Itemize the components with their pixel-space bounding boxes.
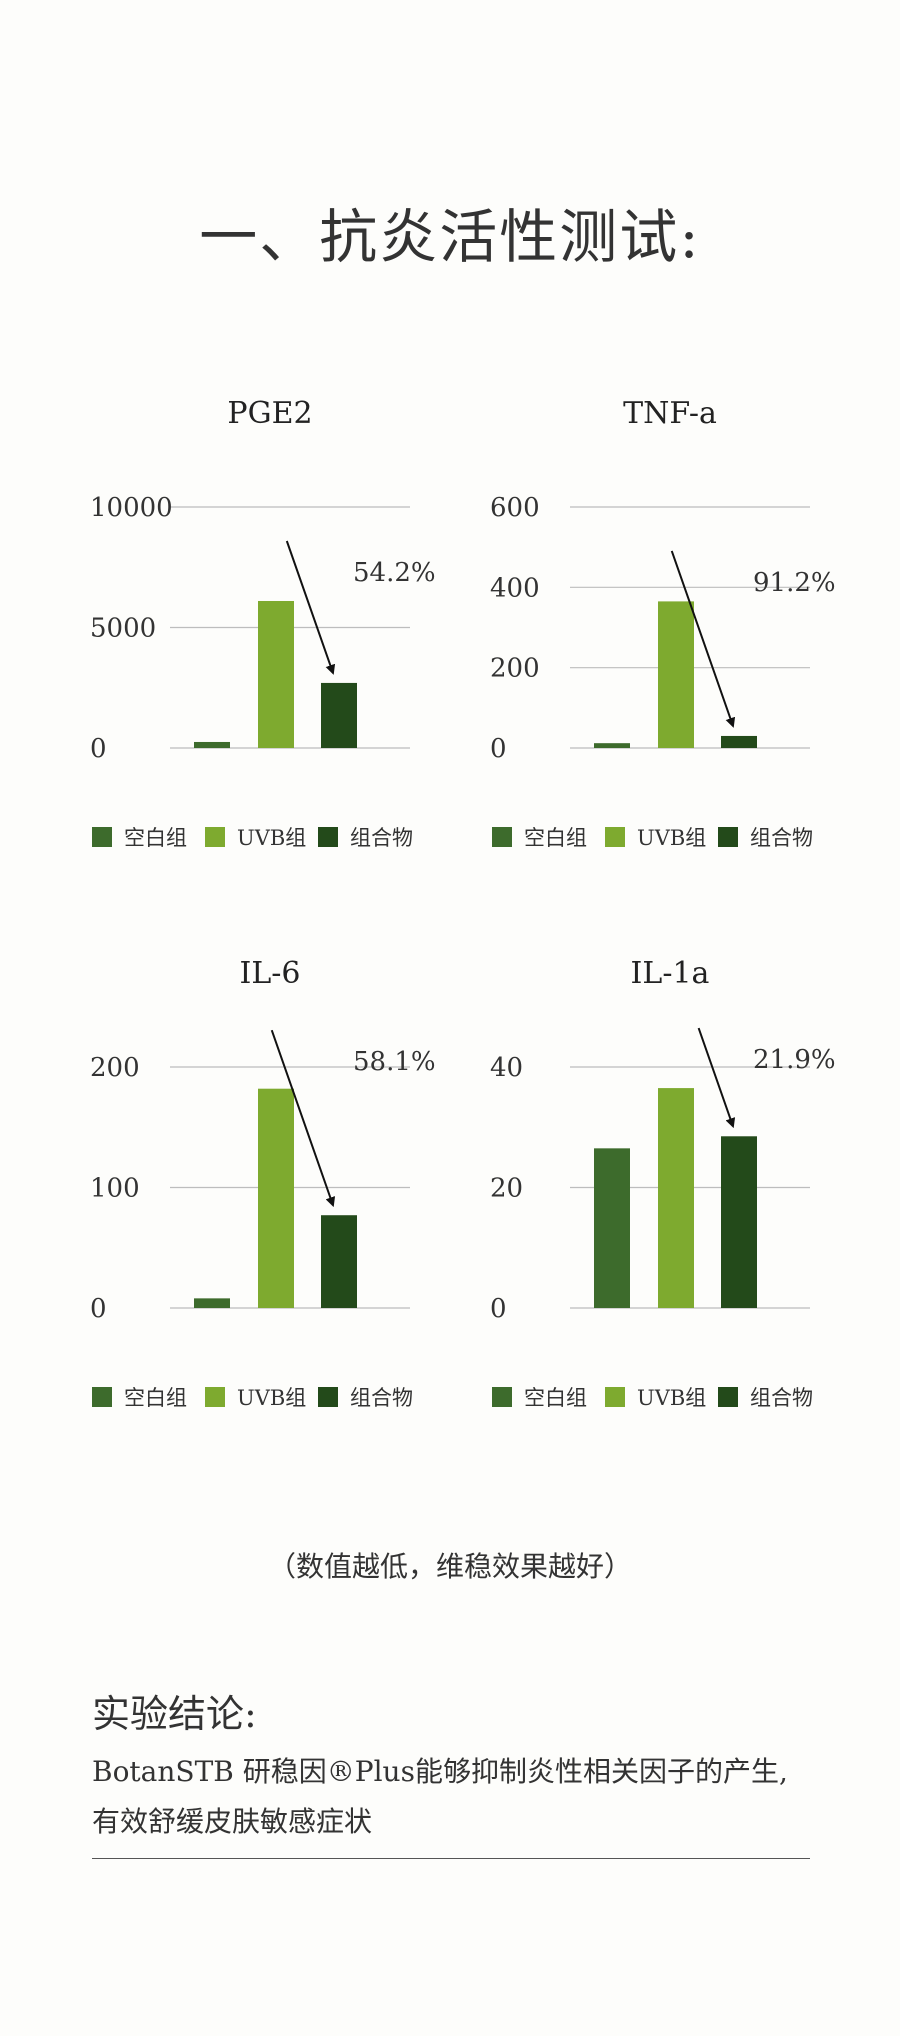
legend-swatch xyxy=(92,827,112,847)
legend-swatch xyxy=(318,827,338,847)
y-tick-label: 20 xyxy=(490,1174,523,1204)
bar-combo xyxy=(321,1215,357,1308)
chart-il-1a: IL-1a 0 20 40 21.9% 空白组 UVB组 组合物 xyxy=(470,940,890,1500)
y-tick-label: 0 xyxy=(90,1294,107,1324)
y-tick-label: 400 xyxy=(490,573,540,603)
bar-uvb xyxy=(258,600,294,748)
bar-combo xyxy=(721,1136,757,1308)
legend-swatch xyxy=(718,1387,738,1407)
legend-label: UVB组 xyxy=(237,826,306,850)
legend-swatch xyxy=(492,827,512,847)
legend-swatch xyxy=(718,827,738,847)
legend-swatch xyxy=(492,1387,512,1407)
bar-blank xyxy=(594,1148,630,1308)
legend-label: 组合物 xyxy=(350,1386,413,1410)
chart-title: IL-1a xyxy=(631,956,710,991)
y-tick-label: 100 xyxy=(90,1174,140,1204)
divider xyxy=(92,1858,810,1859)
legend-label: 空白组 xyxy=(124,826,187,850)
chart-tnf-a: TNF-a 0 200 400 600 91.2% 空白组 UVB组 组合物 xyxy=(470,380,890,940)
conclusion-line-1: BotanSTB 研稳因®Plus能够抑制炎性相关因子的产生, xyxy=(92,1755,788,1788)
y-tick-label: 600 xyxy=(490,493,540,523)
chart-title: TNF-a xyxy=(623,396,717,431)
legend-label: 组合物 xyxy=(750,1386,813,1410)
annotation-arrow xyxy=(270,1029,336,1208)
chart-svg: PGE2 0 5000 10000 54.2% 空白组 UVB组 组合物 xyxy=(90,396,436,850)
bar-combo xyxy=(721,735,757,748)
conclusion-heading: 实验结论: xyxy=(92,1692,257,1736)
y-tick-label: 40 xyxy=(490,1053,523,1083)
page-title: 一、抗炎活性测试: xyxy=(199,203,701,271)
bar-uvb xyxy=(658,601,694,748)
chart-svg: IL-1a 0 20 40 21.9% 空白组 UVB组 组合物 xyxy=(490,956,836,1410)
y-tick-label: 200 xyxy=(90,1053,140,1083)
annotation-arrow xyxy=(670,550,736,728)
legend-swatch xyxy=(205,827,225,847)
chart-svg: IL-6 0 100 200 58.1% 空白组 UVB组 组合物 xyxy=(90,956,436,1410)
y-tick-label: 200 xyxy=(490,654,540,684)
annotation-label: 54.2% xyxy=(353,558,436,588)
bar-uvb xyxy=(658,1088,694,1308)
y-tick-label: 5000 xyxy=(90,614,156,644)
chart-pge2: PGE2 0 5000 10000 54.2% 空白组 UVB组 组合物 xyxy=(70,380,490,940)
legend-swatch xyxy=(205,1387,225,1407)
legend-swatch xyxy=(92,1387,112,1407)
chart-title: IL-6 xyxy=(240,956,301,991)
y-tick-label: 0 xyxy=(490,734,507,764)
bar-blank xyxy=(594,743,630,748)
annotation-arrow xyxy=(697,1027,736,1129)
data-note: （数值越低，维稳效果越好） xyxy=(267,1550,632,1583)
bar-blank xyxy=(194,741,230,748)
y-tick-label: 10000 xyxy=(90,493,173,523)
chart-title: PGE2 xyxy=(227,396,312,431)
legend-swatch xyxy=(605,827,625,847)
legend-label: 空白组 xyxy=(124,1386,187,1410)
bar-blank xyxy=(194,1298,230,1308)
legend-label: UVB组 xyxy=(237,1386,306,1410)
legend-swatch xyxy=(605,1387,625,1407)
legend-label: 空白组 xyxy=(524,1386,587,1410)
chart-svg: TNF-a 0 200 400 600 91.2% 空白组 UVB组 组合物 xyxy=(490,396,836,850)
bar-combo xyxy=(321,682,357,748)
chart-il-6: IL-6 0 100 200 58.1% 空白组 UVB组 组合物 xyxy=(70,940,490,1500)
y-tick-label: 0 xyxy=(90,734,107,764)
bar-uvb xyxy=(258,1088,294,1308)
annotation-label: 58.1% xyxy=(353,1047,436,1077)
annotation-arrow xyxy=(285,540,336,675)
annotation-label: 91.2% xyxy=(753,568,836,598)
annotation-label: 21.9% xyxy=(753,1045,836,1075)
legend-label: 组合物 xyxy=(350,826,413,850)
y-tick-label: 0 xyxy=(490,1294,507,1324)
legend-label: UVB组 xyxy=(637,1386,706,1410)
legend-label: 空白组 xyxy=(524,826,587,850)
conclusion-line-2: 有效舒缓皮肤敏感症状 xyxy=(92,1805,373,1838)
legend-swatch xyxy=(318,1387,338,1407)
legend-label: UVB组 xyxy=(637,826,706,850)
legend-label: 组合物 xyxy=(750,826,813,850)
